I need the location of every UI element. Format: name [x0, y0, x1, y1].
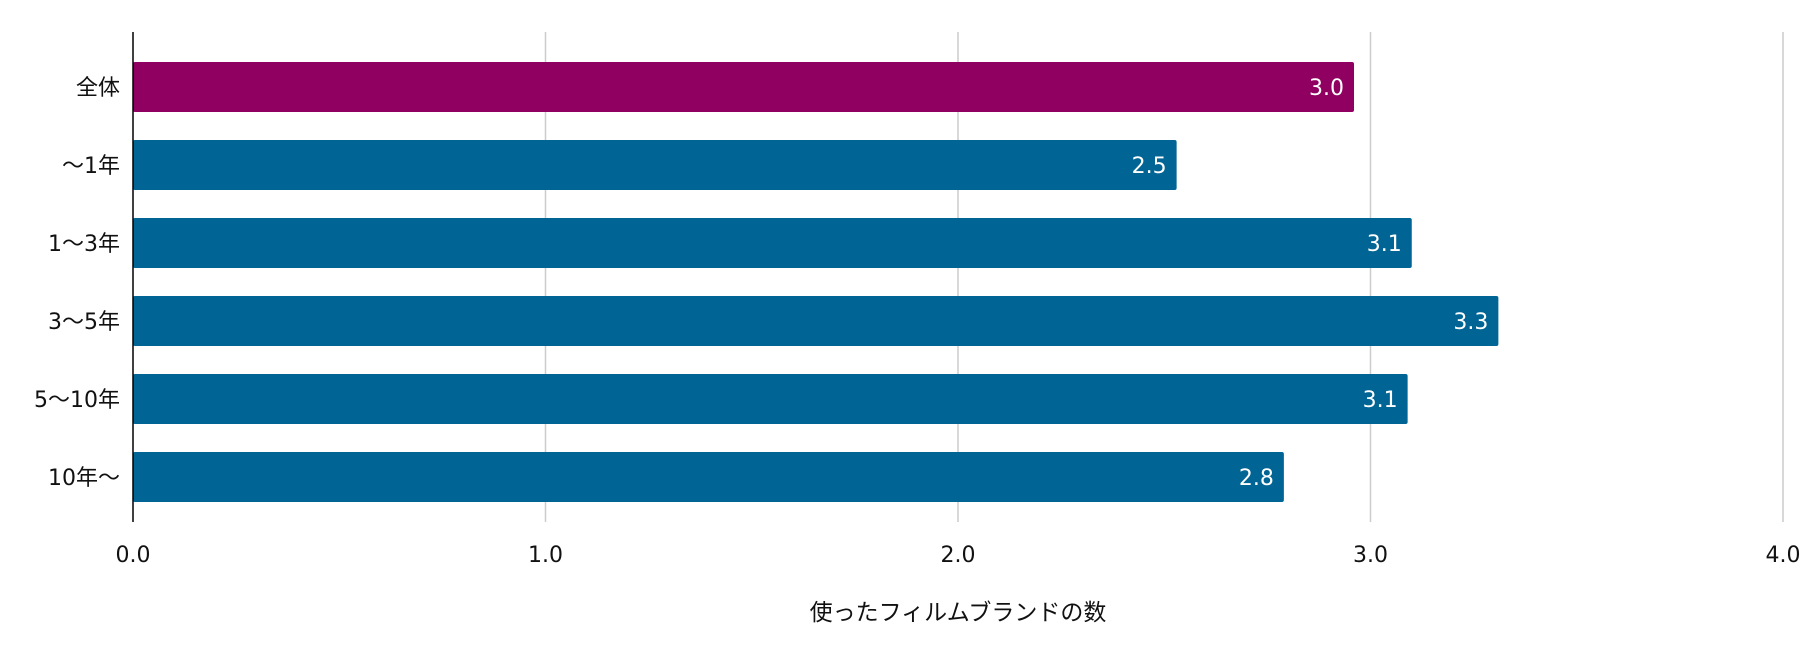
bar: [133, 62, 1354, 112]
bars: [133, 62, 1499, 502]
y-tick-label: 10年〜: [48, 466, 120, 491]
data-label: 3.1: [1367, 232, 1402, 257]
data-label: 2.8: [1239, 466, 1274, 491]
x-axis-title: 使ったフィルムブランドの数: [810, 600, 1107, 626]
data-label: 3.1: [1363, 388, 1398, 413]
y-tick-label: 1〜3年: [48, 232, 120, 257]
x-axis-tick-labels: 0.0 1.0 2.0 3.0 4.0: [116, 543, 1801, 568]
y-axis-tick-labels: 全体〜1年 1〜3年 3〜5年 5〜10年 10年〜: [34, 76, 120, 491]
data-label: 3.0: [1309, 76, 1344, 101]
data-label: 3.3: [1453, 310, 1488, 335]
data-label: 2.5: [1132, 154, 1167, 179]
y-tick-label: 〜1年: [62, 154, 120, 179]
x-tick-label: 4.0: [1766, 543, 1801, 568]
bar: [133, 374, 1408, 424]
y-tick-label: 3〜5年: [48, 310, 120, 335]
bar: [133, 296, 1499, 346]
x-tick-label: 0.0: [116, 543, 151, 568]
x-tick-label: 3.0: [1353, 543, 1388, 568]
y-tick-label: 5〜10年: [34, 388, 120, 413]
data-labels: 3.0 2.5 3.1 3.3 3.1 2.8: [1132, 76, 1489, 491]
bar: [133, 218, 1412, 268]
x-tick-label: 1.0: [528, 543, 563, 568]
gridlines: [544, 32, 1784, 522]
x-tick-label: 2.0: [941, 543, 976, 568]
y-tick-label: 全体: [76, 76, 120, 101]
bar: [133, 452, 1284, 502]
bar: [133, 140, 1177, 190]
